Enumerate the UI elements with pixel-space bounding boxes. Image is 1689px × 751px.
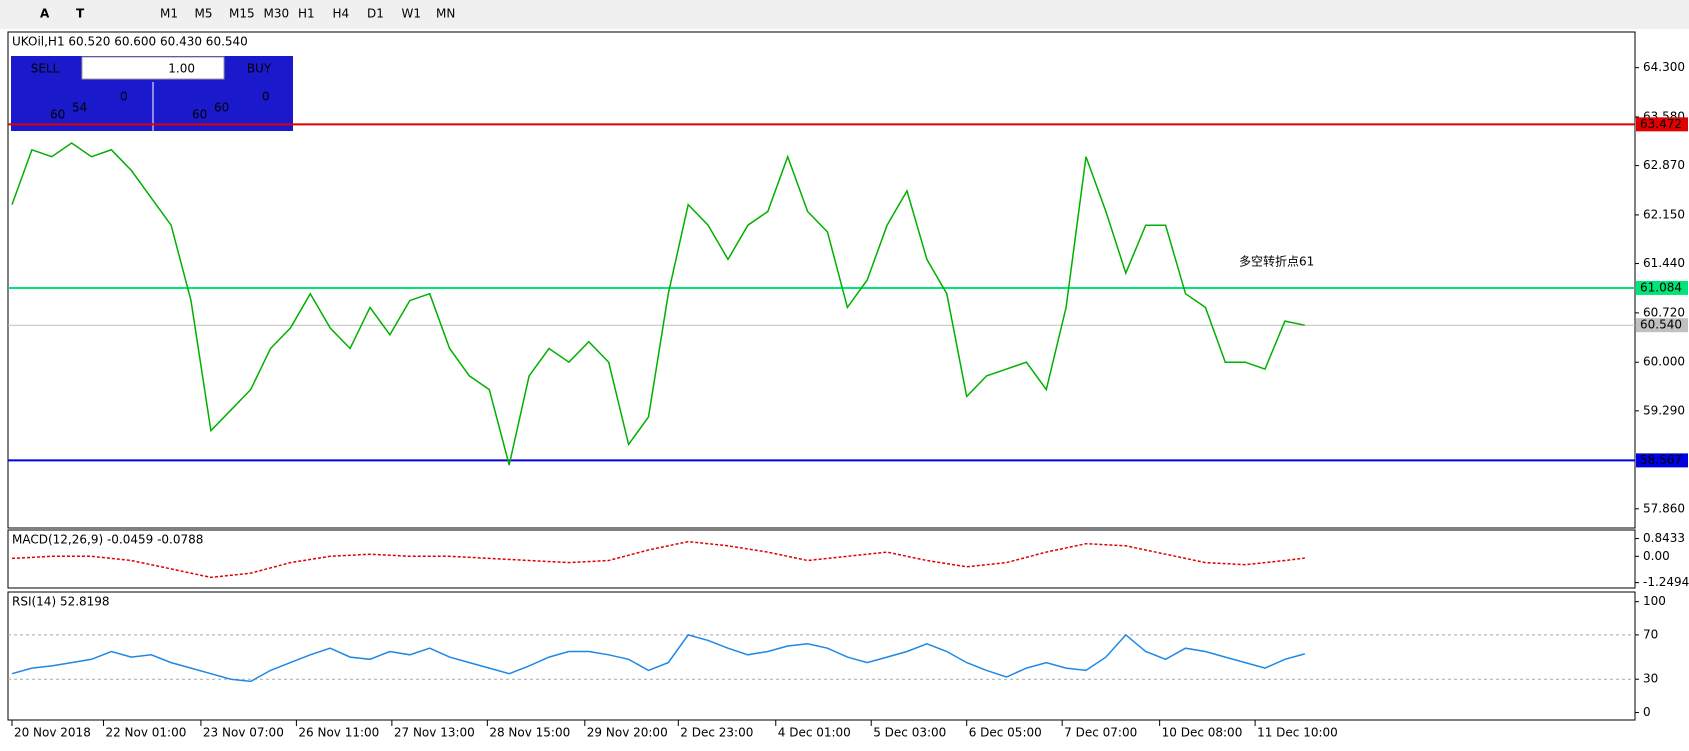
y-tick-label: 59.290 bbox=[1643, 403, 1685, 417]
level-label: 63.472 bbox=[1640, 117, 1682, 131]
sell-button[interactable]: SELL bbox=[31, 62, 60, 76]
x-tick-label: 11 Dec 10:00 bbox=[1257, 726, 1338, 740]
level-tag bbox=[1636, 117, 1688, 132]
y-tick-label: 61.440 bbox=[1643, 256, 1685, 270]
ask-mid[interactable]: 60 bbox=[214, 101, 229, 115]
timeframe-button[interactable]: M1 bbox=[160, 7, 178, 21]
annotation: 多空转折点61 bbox=[1239, 254, 1314, 269]
y-tick-label: 100 bbox=[1643, 594, 1666, 608]
x-tick-label: 26 Nov 11:00 bbox=[298, 726, 379, 740]
x-tick-label: 2 Dec 23:00 bbox=[680, 726, 753, 740]
x-tick-label: 23 Nov 07:00 bbox=[203, 726, 284, 740]
lots-input[interactable]: 1.00 bbox=[168, 62, 195, 76]
lots-box bbox=[81, 56, 225, 80]
y-tick-label: 60.720 bbox=[1643, 305, 1685, 319]
panel-title: UKOil,H1 60.520 60.600 60.430 60.540 bbox=[12, 35, 248, 49]
x-tick-label: 20 Nov 2018 bbox=[14, 726, 91, 740]
y-tick-label: 0 bbox=[1643, 705, 1651, 719]
y-tick-label: 64.300 bbox=[1643, 60, 1685, 74]
series-line bbox=[11, 540, 1305, 579]
bid-mid[interactable]: 54 bbox=[72, 101, 87, 115]
x-tick-label: 22 Nov 01:00 bbox=[105, 726, 186, 740]
timeframe-button[interactable]: W1 bbox=[402, 7, 422, 21]
level-tag bbox=[1636, 280, 1688, 295]
level-label: 60.540 bbox=[1640, 318, 1682, 332]
y-tick-label: 0.8433 bbox=[1643, 531, 1685, 545]
x-tick-label: 5 Dec 03:00 bbox=[873, 726, 946, 740]
bid-big[interactable]: 60 bbox=[50, 108, 65, 122]
bid-sup[interactable]: 0 bbox=[120, 90, 128, 104]
x-tick-label: 28 Nov 15:00 bbox=[489, 726, 570, 740]
timeframe-button[interactable]: M15 bbox=[229, 7, 255, 21]
timeframe-button[interactable]: MN bbox=[436, 7, 455, 21]
y-tick-label: 70 bbox=[1643, 627, 1658, 641]
level-tag bbox=[1636, 318, 1688, 333]
x-tick-label: 10 Dec 08:00 bbox=[1162, 726, 1243, 740]
level-tag bbox=[1636, 453, 1688, 468]
y-tick-label: -1.2494 bbox=[1643, 575, 1689, 589]
level-label: 61.084 bbox=[1640, 280, 1682, 294]
y-tick-label: 62.870 bbox=[1643, 158, 1685, 172]
level-label: 58.567 bbox=[1640, 453, 1682, 467]
series-line bbox=[11, 142, 1305, 466]
series-line bbox=[11, 633, 1305, 683]
y-tick-label: 0.00 bbox=[1643, 549, 1670, 563]
timeframe-button[interactable]: H1 bbox=[298, 7, 315, 21]
toolbar bbox=[0, 0, 1689, 29]
ask-sup[interactable]: 0 bbox=[262, 90, 270, 104]
panel-title: MACD(12,26,9) -0.0459 -0.0788 bbox=[12, 533, 203, 547]
timeframe-button[interactable]: M5 bbox=[195, 7, 213, 21]
x-tick-label: 7 Dec 07:00 bbox=[1064, 726, 1137, 740]
timeframe-button[interactable]: D1 bbox=[367, 7, 384, 21]
tool-button[interactable]: A bbox=[40, 7, 50, 21]
buy-button[interactable]: BUY bbox=[247, 62, 272, 76]
y-tick-label: 30 bbox=[1643, 672, 1658, 686]
tool-button[interactable]: T bbox=[76, 7, 85, 21]
x-tick-label: 4 Dec 01:00 bbox=[778, 726, 851, 740]
y-tick-label: 60.000 bbox=[1643, 355, 1685, 369]
timeframe-button[interactable]: M30 bbox=[264, 7, 290, 21]
y-tick-label: 57.860 bbox=[1643, 501, 1685, 515]
ask-big[interactable]: 60 bbox=[192, 108, 207, 122]
y-tick-label: 62.150 bbox=[1643, 207, 1685, 221]
panel-title: RSI(14) 52.8198 bbox=[12, 595, 110, 609]
rsi-panel bbox=[7, 591, 1636, 721]
x-tick-label: 6 Dec 05:00 bbox=[969, 726, 1042, 740]
x-tick-label: 27 Nov 13:00 bbox=[394, 726, 475, 740]
x-tick-label: 29 Nov 20:00 bbox=[587, 726, 668, 740]
timeframe-button[interactable]: H4 bbox=[333, 7, 350, 21]
